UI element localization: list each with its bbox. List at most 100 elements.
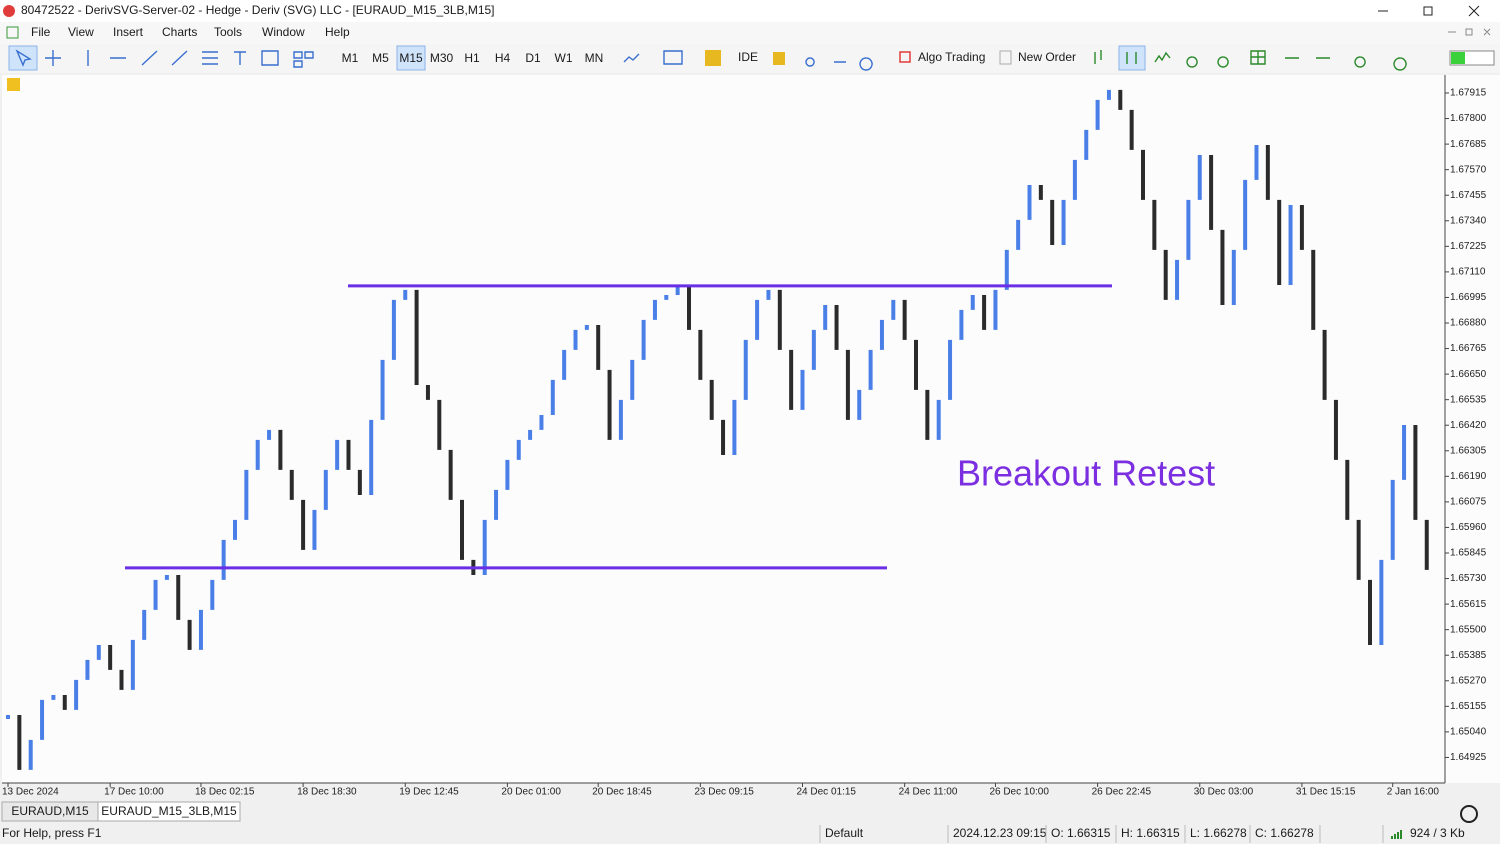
tab-label[interactable]: EURAUD,M15 — [11, 804, 89, 818]
down-bar — [108, 645, 113, 670]
x-tick-label: 19 Dec 12:45 — [399, 787, 459, 798]
algo-trading-button[interactable]: Algo Trading — [918, 50, 985, 64]
down-bar — [1141, 149, 1145, 200]
timeframe-button[interactable]: M30 — [430, 51, 454, 65]
x-tick-label: 18 Dec 02:15 — [195, 787, 255, 798]
down-bar — [1050, 199, 1055, 245]
menu-item[interactable]: View — [68, 25, 94, 39]
drawing-tools[interactable] — [45, 50, 314, 68]
up-bar — [959, 309, 964, 340]
up-bar — [573, 329, 578, 350]
x-tick-label: 18 Dec 18:30 — [297, 787, 357, 798]
up-bar — [879, 319, 884, 350]
up-bar — [335, 439, 340, 470]
status-profile: Default — [825, 826, 864, 840]
menu-item[interactable]: Charts — [162, 25, 197, 39]
x-tick-label: 31 Dec 15:15 — [1296, 787, 1356, 798]
up-bar — [766, 289, 771, 300]
menu-icon — [6, 26, 19, 39]
up-bar — [755, 299, 760, 340]
down-bar — [789, 349, 794, 410]
down-bar — [425, 385, 430, 400]
annotation: Breakout Retest — [957, 453, 1215, 494]
status-open: O: 1.66315 — [1051, 826, 1111, 840]
new-order-button[interactable]: New Order — [1018, 50, 1076, 64]
up-bar — [1288, 205, 1293, 285]
toolbar — [0, 44, 1500, 73]
chart-tools[interactable] — [623, 50, 873, 71]
timeframe-button[interactable]: MN — [585, 51, 604, 65]
y-tick-label: 1.67340 — [1450, 215, 1487, 226]
signals-icon[interactable] — [773, 52, 785, 65]
y-tick-label: 1.66190 — [1450, 471, 1487, 482]
up-bar — [1231, 249, 1236, 305]
timeframe-button[interactable]: W1 — [555, 51, 573, 65]
timeframe-button[interactable]: D1 — [525, 51, 541, 65]
title-bar — [0, 0, 1500, 22]
ide-button[interactable]: IDE — [738, 50, 758, 64]
menu-bar — [0, 22, 1500, 44]
up-bar — [28, 739, 33, 770]
menu-item[interactable]: File — [31, 25, 51, 39]
timeframe-button[interactable]: M1 — [342, 51, 359, 65]
up-bar — [221, 539, 226, 580]
down-bar — [777, 289, 782, 350]
child-controls[interactable] — [1448, 28, 1491, 36]
up-bar — [51, 695, 56, 700]
active-timeframe[interactable] — [396, 45, 426, 71]
down-bar — [1299, 205, 1304, 250]
up-bar — [550, 379, 555, 415]
down-bar — [1368, 579, 1372, 645]
up-bar — [1072, 159, 1077, 200]
x-tick-label: 23 Dec 09:15 — [694, 787, 754, 798]
menu-item[interactable]: Tools — [214, 25, 242, 39]
up-bar — [255, 439, 260, 470]
down-bar — [687, 285, 691, 330]
up-bar — [1027, 185, 1032, 220]
down-bar — [1345, 459, 1350, 520]
up-bar — [1095, 99, 1100, 130]
down-bar — [596, 325, 601, 370]
y-tick-label: 1.65155 — [1450, 701, 1487, 712]
x-tick-label: 24 Dec 01:15 — [797, 787, 857, 798]
tab[interactable] — [97, 801, 241, 822]
window-controls[interactable] — [1378, 5, 1480, 17]
zoom-icon[interactable] — [1460, 805, 1478, 823]
up-bar — [323, 469, 328, 510]
down-bar — [1424, 519, 1429, 570]
status-low: L: 1.66278 — [1190, 826, 1247, 840]
down-bar — [301, 499, 306, 550]
menu-item[interactable]: Window — [262, 25, 305, 39]
x-tick-label: 20 Dec 18:45 — [592, 787, 652, 798]
menu-item[interactable]: Insert — [113, 25, 144, 39]
up-bar — [85, 659, 90, 680]
up-bar — [936, 399, 941, 440]
menu-item[interactable]: Help — [325, 25, 350, 39]
up-bar — [244, 469, 249, 520]
down-bar — [437, 399, 442, 450]
up-bar — [40, 699, 45, 740]
up-bar — [312, 509, 317, 550]
timeframe-button[interactable]: M5 — [372, 51, 389, 65]
timeframe-button[interactable]: H1 — [464, 51, 480, 65]
bar-chart-toggle[interactable] — [1118, 45, 1146, 71]
up-bar — [948, 339, 953, 400]
market-icon[interactable] — [705, 50, 721, 66]
tab-label[interactable]: EURAUD_M15_3LB,M15 — [101, 804, 237, 818]
up-bar — [6, 715, 10, 719]
down-bar — [1220, 229, 1225, 305]
app-icon — [3, 5, 15, 17]
up-bar — [482, 519, 487, 575]
y-tick-label: 1.67455 — [1450, 190, 1487, 201]
x-tick-label: 24 Dec 11:00 — [899, 787, 958, 798]
timeframe-button[interactable]: M15 — [399, 51, 423, 65]
y-tick-label: 1.65960 — [1450, 522, 1487, 533]
timeframe-button[interactable]: H4 — [495, 51, 511, 65]
down-bar — [607, 369, 612, 440]
cursor-icon — [15, 49, 32, 67]
y-tick-label: 1.65615 — [1450, 599, 1487, 610]
view-tools[interactable] — [1094, 50, 1407, 71]
up-bar — [618, 399, 623, 440]
down-bar — [176, 575, 181, 620]
up-bar — [1254, 145, 1259, 180]
